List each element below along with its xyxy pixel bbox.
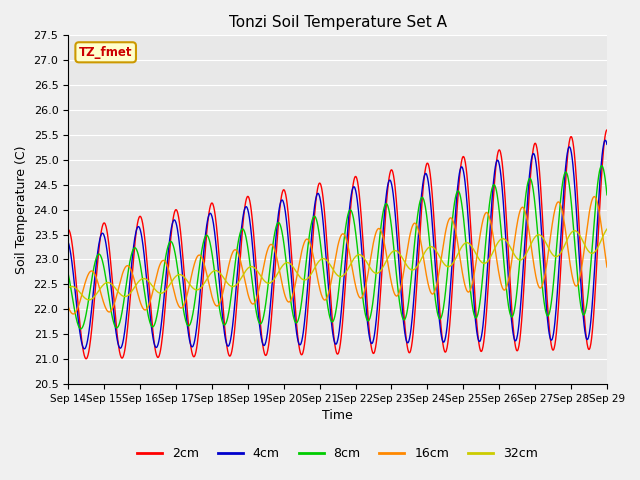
Text: TZ_fmet: TZ_fmet: [79, 46, 132, 59]
X-axis label: Time: Time: [322, 409, 353, 422]
Y-axis label: Soil Temperature (C): Soil Temperature (C): [15, 145, 28, 274]
Legend: 2cm, 4cm, 8cm, 16cm, 32cm: 2cm, 4cm, 8cm, 16cm, 32cm: [132, 442, 543, 465]
Title: Tonzi Soil Temperature Set A: Tonzi Soil Temperature Set A: [228, 15, 447, 30]
